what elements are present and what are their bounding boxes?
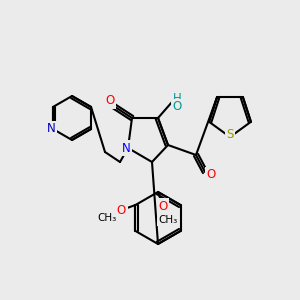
- Text: CH₃: CH₃: [158, 215, 178, 225]
- Text: O: O: [105, 94, 115, 107]
- Text: O: O: [158, 200, 168, 212]
- Text: N: N: [122, 142, 130, 154]
- Text: O: O: [206, 169, 216, 182]
- Text: N: N: [46, 122, 55, 136]
- Text: S: S: [226, 128, 234, 142]
- Text: H: H: [172, 92, 182, 104]
- Text: O: O: [117, 203, 126, 217]
- Text: CH₃: CH₃: [98, 213, 117, 223]
- Text: O: O: [172, 100, 182, 113]
